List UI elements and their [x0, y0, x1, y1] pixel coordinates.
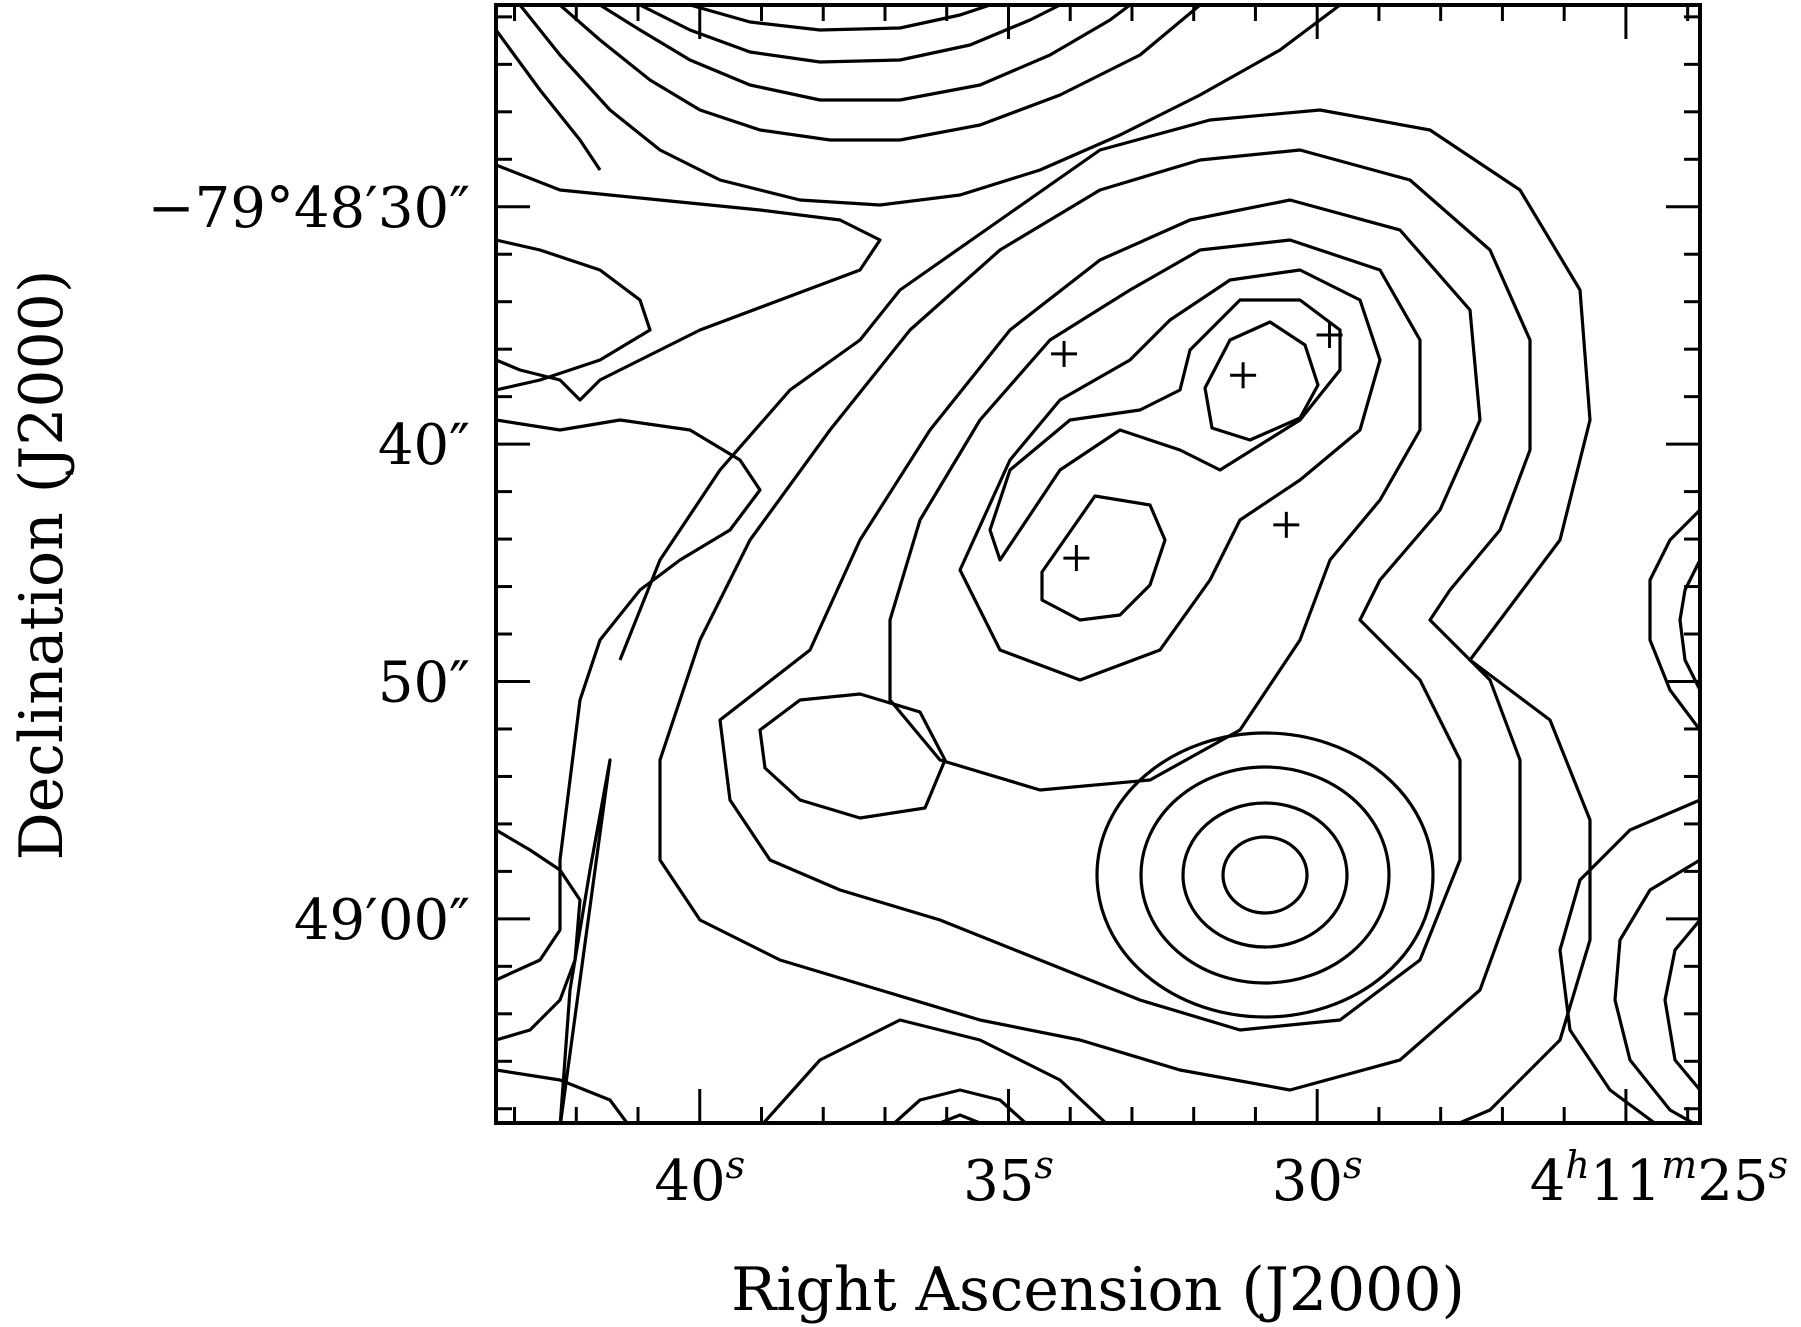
contour-level [496, 238, 652, 392]
contour-level [639, 5, 1061, 64]
contour-level [518, 5, 1341, 207]
contour-level [1663, 918, 1700, 1092]
contour-level [496, 828, 582, 1042]
contour-level [1095, 731, 1435, 1019]
contour-level [1648, 508, 1700, 731]
x-tick-label: 35s [963, 1143, 1054, 1214]
axis-ticks [496, 5, 1700, 1123]
contour-level [558, 5, 1202, 142]
contour-level [1203, 320, 1320, 442]
plot-frame [494, 3, 1702, 1125]
contour-level [758, 692, 947, 820]
contour-level [1221, 835, 1309, 915]
x-tick-label: 4h11m25s [1530, 1143, 1788, 1214]
contour-level [988, 298, 1342, 562]
contour-level [888, 238, 1422, 792]
x-tick-label: 40s [654, 1143, 745, 1214]
contour-level [1139, 765, 1391, 985]
contour-lines [496, 5, 1700, 1123]
contour-level [1678, 559, 1700, 691]
y-tick-label: 50″ [378, 650, 470, 715]
y-tick-labels: −79°48′30″ 40″ 50″ 49′00″ [148, 176, 470, 953]
source-marker [1230, 362, 1257, 389]
contour-level [658, 148, 1532, 1092]
x-tick-labels: 40s 35s 30s 4h11m25s [654, 1143, 1788, 1214]
contour-level [1613, 858, 1700, 1123]
x-tick-label: 30s [1272, 1143, 1363, 1214]
contour-level [718, 198, 1482, 1032]
x-axis-label: Right Ascension (J2000) [731, 1255, 1465, 1325]
contour-level [1040, 494, 1167, 622]
contour-level [1558, 798, 1700, 1123]
y-tick-label: −79°48′30″ [148, 176, 470, 241]
source-marker [1063, 545, 1090, 572]
contour-level [599, 5, 1131, 102]
contour-level [892, 1088, 1028, 1123]
source-markers [1051, 321, 1343, 572]
contour-level [496, 418, 762, 982]
y-tick-label: 40″ [378, 413, 470, 478]
contour-level [958, 268, 1382, 682]
contour-level [558, 108, 1592, 1123]
contour-level [1181, 801, 1349, 949]
y-tick-label: 49′00″ [294, 888, 470, 953]
contour-level [496, 163, 882, 402]
contour-level [496, 1068, 630, 1123]
source-marker [1051, 340, 1078, 367]
contour-level [935, 1113, 985, 1123]
contour-level [496, 29, 602, 171]
source-marker [1316, 321, 1343, 348]
source-marker [1273, 511, 1300, 538]
y-axis-label: Declination (J2000) [7, 270, 77, 861]
contour-level [689, 5, 991, 32]
